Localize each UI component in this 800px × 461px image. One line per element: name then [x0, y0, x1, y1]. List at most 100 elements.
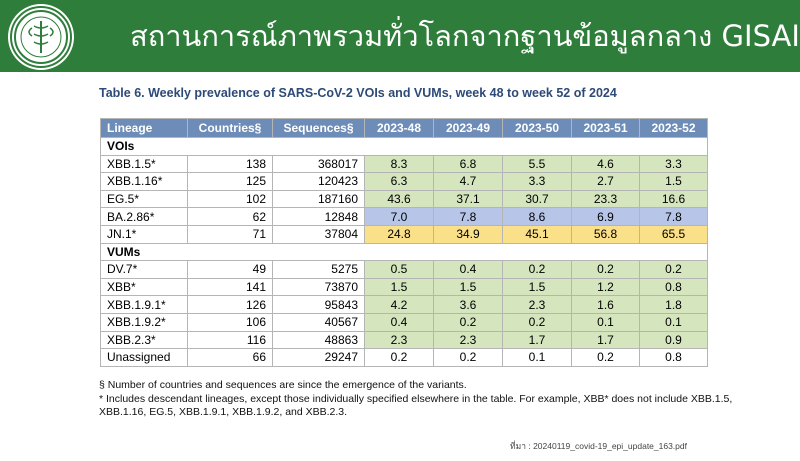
prevalence-cell: 0.8 [639, 277, 708, 297]
countries-cell: 141 [187, 277, 273, 297]
prevalence-cell: 1.5 [502, 277, 572, 297]
prevalence-cell: 1.2 [571, 277, 640, 297]
prevalence-cell: 6.9 [571, 207, 640, 226]
prevalence-cell: 0.1 [571, 312, 640, 332]
prevalence-cell: 4.6 [571, 154, 640, 174]
lineage-cell: XBB.1.5* [100, 154, 188, 174]
footnote-descendants: * Includes descendant lineages, except t… [99, 392, 733, 419]
prevalence-cell: 8.3 [364, 154, 434, 174]
lineage-cell: XBB.1.9.2* [100, 312, 188, 332]
prevalence-cell: 23.3 [571, 189, 640, 209]
table-header-row: Lineage Countries§ Sequences§ 2023-48 20… [100, 118, 708, 138]
prevalence-cell: 0.2 [364, 348, 434, 367]
prevalence-cell: 0.2 [571, 348, 640, 367]
prevalence-cell: 37.1 [433, 189, 503, 209]
lineage-cell: EG.5* [100, 189, 188, 209]
section-row: VOIs [100, 137, 708, 156]
sequences-cell: 5275 [272, 260, 365, 279]
sequences-cell: 120423 [272, 172, 365, 191]
countries-cell: 138 [187, 154, 273, 174]
prevalence-cell: 43.6 [364, 189, 434, 209]
prevalence-cell: 1.5 [433, 277, 503, 297]
section-row: VUMs [100, 242, 708, 262]
column-header: 2023-49 [433, 118, 503, 138]
prevalence-cell: 1.6 [571, 295, 640, 314]
prevalence-cell: 56.8 [571, 224, 640, 244]
prevalence-cell: 0.2 [502, 260, 572, 279]
prevalence-cell: 2.3 [502, 295, 572, 314]
prevalence-cell: 0.4 [364, 312, 434, 332]
sequences-cell: 368017 [272, 154, 365, 174]
table-row: XBB.1.9.1* 126 95843 4.2 3.6 2.3 1.6 1.8 [100, 295, 708, 314]
prevalence-cell: 24.8 [364, 224, 434, 244]
sequences-cell: 12848 [272, 207, 365, 226]
column-header: 2023-48 [364, 118, 434, 138]
countries-cell: 49 [187, 260, 273, 279]
prevalence-cell: 0.2 [433, 312, 503, 332]
column-header: 2023-51 [571, 118, 640, 138]
footnote-countries: § Number of countries and sequences are … [99, 379, 467, 391]
prevalence-cell: 16.6 [639, 189, 708, 209]
prevalence-cell: 3.3 [502, 172, 572, 191]
countries-cell: 116 [187, 330, 273, 350]
prevalence-cell: 7.8 [433, 207, 503, 226]
prevalence-cell: 45.1 [502, 224, 572, 244]
countries-cell: 106 [187, 312, 273, 332]
sequences-cell: 29247 [272, 348, 365, 367]
table-row: DV.7* 49 5275 0.5 0.4 0.2 0.2 0.2 [100, 260, 708, 279]
prevalence-cell: 1.7 [502, 330, 572, 350]
prevalence-cell: 34.9 [433, 224, 503, 244]
column-header: 2023-50 [502, 118, 572, 138]
prevalence-cell: 0.2 [433, 348, 503, 367]
countries-cell: 71 [187, 224, 273, 244]
section-label: VOIs [100, 137, 708, 156]
table-row: XBB.1.5* 138 368017 8.3 6.8 5.5 4.6 3.3 [100, 154, 708, 174]
countries-cell: 126 [187, 295, 273, 314]
prevalence-cell: 65.5 [639, 224, 708, 244]
prevalence-cell: 4.2 [364, 295, 434, 314]
sequences-cell: 95843 [272, 295, 365, 314]
prevalence-cell: 30.7 [502, 189, 572, 209]
prevalence-cell: 6.3 [364, 172, 434, 191]
sequences-cell: 48863 [272, 330, 365, 350]
header-bar: สถานการณ์ภาพรวมทั่วโลกจากฐานข้อมูลกลาง G… [0, 0, 800, 72]
prevalence-cell: 0.8 [639, 348, 708, 367]
sequences-cell: 37804 [272, 224, 365, 244]
table-row: JN.1* 71 37804 24.8 34.9 45.1 56.8 65.5 [100, 224, 708, 244]
prevalence-cell: 1.5 [639, 172, 708, 191]
prevalence-cell: 7.8 [639, 207, 708, 226]
lineage-cell: BA.2.86* [100, 207, 188, 226]
prevalence-cell: 0.1 [639, 312, 708, 332]
lineage-cell: XBB.1.16* [100, 172, 188, 191]
column-header: Countries§ [187, 118, 273, 138]
prevalence-cell: 2.3 [364, 330, 434, 350]
column-header: 2023-52 [639, 118, 708, 138]
prevalence-cell: 0.2 [571, 260, 640, 279]
table-row: Unassigned 66 29247 0.2 0.2 0.1 0.2 0.8 [100, 348, 708, 367]
table-row: XBB* 141 73870 1.5 1.5 1.5 1.2 0.8 [100, 277, 708, 297]
prevalence-cell: 0.2 [502, 312, 572, 332]
prevalence-cell: 0.9 [639, 330, 708, 350]
prevalence-cell: 5.5 [502, 154, 572, 174]
table-body: VOIs XBB.1.5* 138 368017 8.3 6.8 5.5 4.6 3.3 XBB.… [100, 137, 708, 367]
column-header: Lineage [100, 118, 188, 138]
table-row: EG.5* 102 187160 43.6 37.1 30.7 23.3 16.6 [100, 189, 708, 209]
countries-cell: 102 [187, 189, 273, 209]
prevalence-cell: 0.5 [364, 260, 434, 279]
prevalence-cell: 0.4 [433, 260, 503, 279]
prevalence-cell: 6.8 [433, 154, 503, 174]
table-title: Table 6. Weekly prevalence of SARS-CoV-2… [99, 86, 617, 100]
lineage-cell: JN.1* [100, 224, 188, 244]
lineage-cell: XBB.1.9.1* [100, 295, 188, 314]
prevalence-cell: 0.2 [639, 260, 708, 279]
lineage-cell: DV.7* [100, 260, 188, 279]
prevalence-cell: 1.8 [639, 295, 708, 314]
section-label: VUMs [100, 242, 708, 262]
prevalence-cell: 4.7 [433, 172, 503, 191]
countries-cell: 125 [187, 172, 273, 191]
prevalence-cell: 3.3 [639, 154, 708, 174]
prevalence-cell: 8.6 [502, 207, 572, 226]
sequences-cell: 73870 [272, 277, 365, 297]
page-title: สถานการณ์ภาพรวมทั่วโลกจากฐานข้อมูลกลาง G… [130, 19, 800, 53]
prevalence-cell: 2.7 [571, 172, 640, 191]
